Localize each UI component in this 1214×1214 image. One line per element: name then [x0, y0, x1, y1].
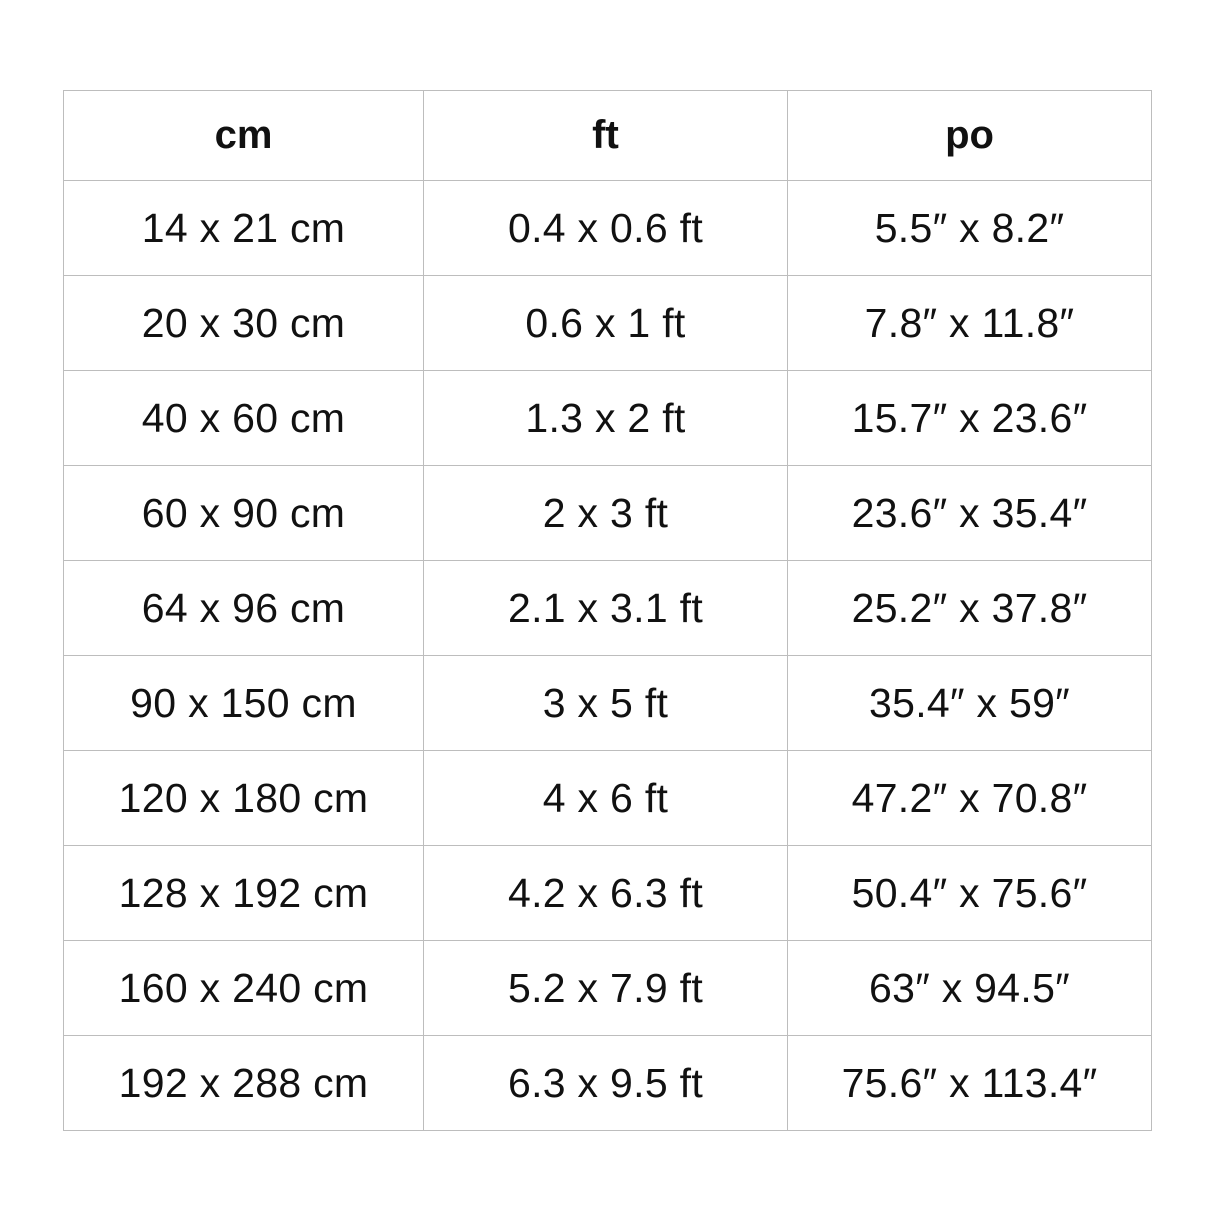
header-cm: cm — [63, 90, 424, 181]
cell-po: 15.7″ x 23.6″ — [787, 370, 1152, 466]
cell-ft: 4 x 6 ft — [423, 750, 788, 846]
cell-ft: 4.2 x 6.3 ft — [423, 845, 788, 941]
table-row: 120 x 180 cm 4 x 6 ft 47.2″ x 70.8″ — [63, 750, 1152, 846]
cell-cm: 90 x 150 cm — [63, 655, 424, 751]
cell-po: 5.5″ x 8.2″ — [787, 180, 1152, 276]
header-row: cm ft po — [63, 90, 1152, 181]
table-row: 60 x 90 cm 2 x 3 ft 23.6″ x 35.4″ — [63, 465, 1152, 561]
cell-cm: 120 x 180 cm — [63, 750, 424, 846]
table-row: 14 x 21 cm 0.4 x 0.6 ft 5.5″ x 8.2″ — [63, 180, 1152, 276]
cell-ft: 2.1 x 3.1 ft — [423, 560, 788, 656]
cell-po: 50.4″ x 75.6″ — [787, 845, 1152, 941]
cell-ft: 5.2 x 7.9 ft — [423, 940, 788, 1036]
cell-po: 47.2″ x 70.8″ — [787, 750, 1152, 846]
cell-po: 25.2″ x 37.8″ — [787, 560, 1152, 656]
table-row: 64 x 96 cm 2.1 x 3.1 ft 25.2″ x 37.8″ — [63, 560, 1152, 656]
cell-ft: 6.3 x 9.5 ft — [423, 1035, 788, 1131]
cell-po: 23.6″ x 35.4″ — [787, 465, 1152, 561]
cell-cm: 60 x 90 cm — [63, 465, 424, 561]
cell-ft: 0.6 x 1 ft — [423, 275, 788, 371]
cell-po: 63″ x 94.5″ — [787, 940, 1152, 1036]
cell-cm: 20 x 30 cm — [63, 275, 424, 371]
cell-ft: 1.3 x 2 ft — [423, 370, 788, 466]
table-row: 192 x 288 cm 6.3 x 9.5 ft 75.6″ x 113.4″ — [63, 1035, 1152, 1131]
size-conversion-table: cm ft po 14 x 21 cm 0.4 x 0.6 ft 5.5″ x 8.… — [63, 90, 1152, 1131]
cell-cm: 14 x 21 cm — [63, 180, 424, 276]
cell-po: 35.4″ x 59″ — [787, 655, 1152, 751]
cell-cm: 64 x 96 cm — [63, 560, 424, 656]
cell-cm: 160 x 240 cm — [63, 940, 424, 1036]
table-row: 90 x 150 cm 3 x 5 ft 35.4″ x 59″ — [63, 655, 1152, 751]
table-row: 20 x 30 cm 0.6 x 1 ft 7.8″ x 11.8″ — [63, 275, 1152, 371]
table-row: 160 x 240 cm 5.2 x 7.9 ft 63″ x 94.5″ — [63, 940, 1152, 1036]
cell-ft: 2 x 3 ft — [423, 465, 788, 561]
header-po: po — [787, 90, 1152, 181]
cell-ft: 0.4 x 0.6 ft — [423, 180, 788, 276]
table-row: 128 x 192 cm 4.2 x 6.3 ft 50.4″ x 75.6″ — [63, 845, 1152, 941]
table-row: 40 x 60 cm 1.3 x 2 ft 15.7″ x 23.6″ — [63, 370, 1152, 466]
header-ft: ft — [423, 90, 788, 181]
cell-po: 75.6″ x 113.4″ — [787, 1035, 1152, 1131]
cell-cm: 128 x 192 cm — [63, 845, 424, 941]
cell-cm: 40 x 60 cm — [63, 370, 424, 466]
cell-cm: 192 x 288 cm — [63, 1035, 424, 1131]
cell-ft: 3 x 5 ft — [423, 655, 788, 751]
cell-po: 7.8″ x 11.8″ — [787, 275, 1152, 371]
